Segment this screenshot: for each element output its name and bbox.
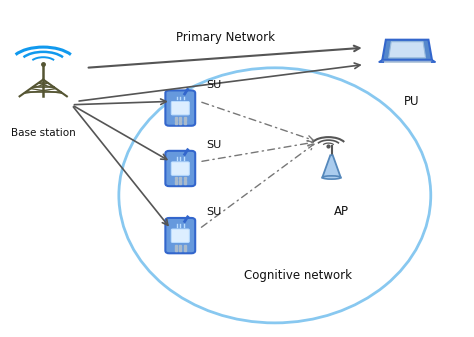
Text: AP: AP	[334, 206, 348, 218]
Text: Base station: Base station	[11, 128, 76, 138]
Text: SU: SU	[206, 140, 221, 150]
Polygon shape	[322, 155, 341, 178]
FancyBboxPatch shape	[171, 101, 189, 115]
Text: Cognitive network: Cognitive network	[245, 269, 353, 282]
Polygon shape	[389, 42, 426, 58]
Text: SU: SU	[206, 80, 221, 90]
Polygon shape	[383, 40, 432, 60]
Polygon shape	[379, 60, 436, 62]
FancyBboxPatch shape	[165, 90, 195, 126]
FancyBboxPatch shape	[165, 151, 195, 186]
FancyBboxPatch shape	[171, 229, 189, 242]
FancyBboxPatch shape	[171, 162, 189, 175]
FancyBboxPatch shape	[165, 218, 195, 253]
Text: PU: PU	[404, 95, 419, 108]
Ellipse shape	[322, 176, 341, 179]
Text: SU: SU	[206, 207, 221, 217]
Text: Primary Network: Primary Network	[176, 31, 275, 44]
